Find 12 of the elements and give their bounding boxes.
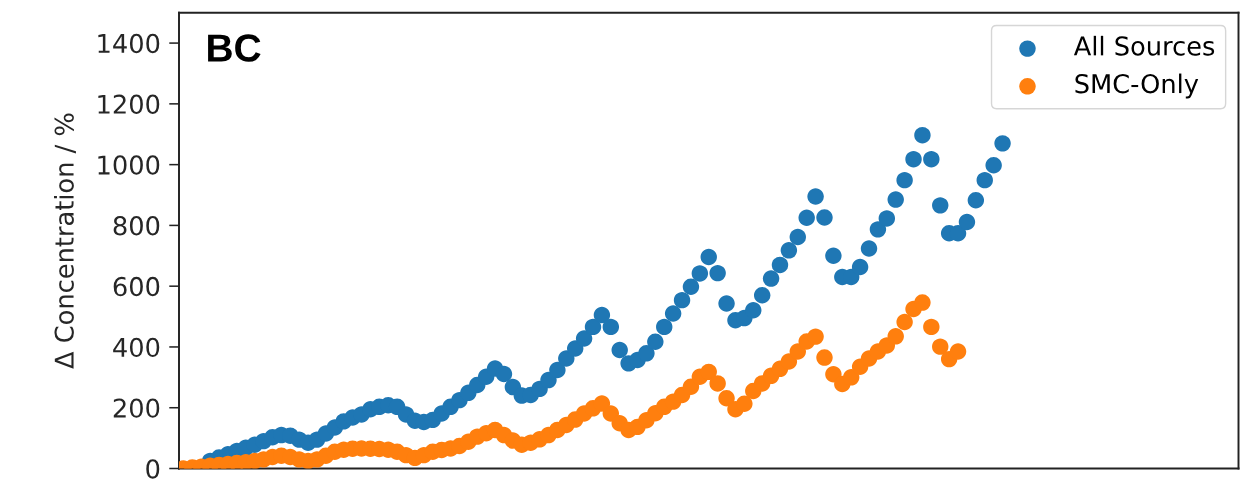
y-tick-label: 800 [113,216,160,236]
y-tick-label: 200 [113,398,160,418]
annotation: BC [208,34,261,62]
legend-label: SMC-Only [1075,73,1199,99]
legend-label: All Sources [1073,35,1215,56]
y-tick-label: 1400 [98,33,160,54]
y-tick-label: 1200 [98,94,160,114]
y-tick-label: 400 [113,337,160,358]
y-axis-title: Δ Concentration / % [54,113,76,369]
y-tick-label: 0 [146,459,160,479]
y-tick-label: 1000 [98,155,160,175]
y-tick-label: 600 [113,276,160,297]
